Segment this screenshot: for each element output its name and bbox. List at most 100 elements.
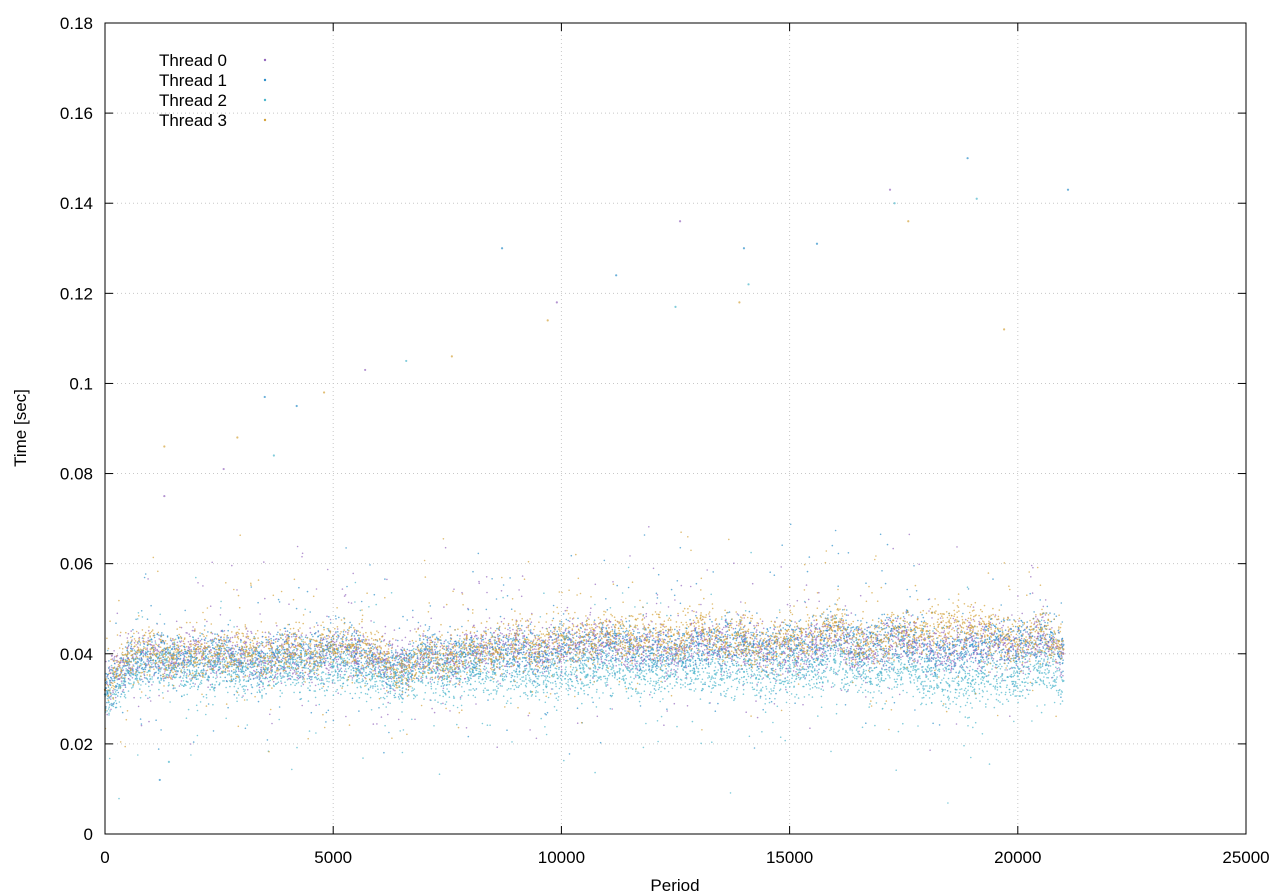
outlier-point (222, 467, 225, 471)
data-point (252, 659, 254, 661)
data-point (120, 661, 122, 663)
data-point (142, 680, 144, 683)
data-point (499, 682, 501, 685)
data-point (610, 656, 613, 658)
data-point (242, 657, 244, 659)
data-point (373, 647, 376, 649)
data-point (261, 635, 264, 638)
data-point (236, 625, 238, 628)
data-point (271, 668, 273, 671)
data-point (545, 670, 548, 672)
data-point (189, 646, 191, 649)
data-point (253, 636, 255, 638)
data-point (157, 748, 160, 750)
data-point (271, 642, 274, 644)
data-point (952, 627, 954, 629)
data-point (338, 616, 340, 619)
data-point (122, 669, 125, 671)
data-point (906, 626, 909, 628)
data-point (564, 609, 567, 612)
data-point (330, 638, 333, 641)
data-point (315, 704, 317, 707)
data-point (121, 667, 124, 669)
data-point (408, 678, 411, 681)
data-point (429, 678, 432, 680)
data-point (556, 662, 559, 664)
data-point (177, 636, 180, 638)
data-point (471, 652, 474, 655)
data-point (223, 642, 226, 645)
data-point (695, 644, 698, 647)
data-point (125, 672, 127, 675)
data-point (354, 637, 356, 640)
data-point (1054, 646, 1057, 648)
data-point (842, 631, 845, 634)
data-point (632, 650, 635, 652)
data-point (373, 593, 376, 596)
data-point (982, 661, 985, 663)
data-point (778, 637, 780, 640)
data-point (677, 614, 679, 617)
data-point (819, 660, 822, 663)
data-point (576, 722, 579, 724)
data-point (278, 649, 281, 651)
data-point (223, 638, 225, 641)
data-point (783, 652, 786, 655)
data-point (324, 664, 326, 667)
data-point (581, 652, 584, 654)
data-point (801, 656, 803, 659)
data-point (517, 624, 520, 626)
data-point (1035, 615, 1037, 618)
data-point (180, 626, 183, 629)
data-point (525, 626, 528, 629)
data-point (404, 636, 407, 639)
data-point (383, 687, 385, 690)
data-point (429, 681, 432, 683)
data-point (151, 641, 153, 643)
data-point (257, 654, 260, 656)
data-point (274, 665, 276, 667)
data-point (814, 638, 816, 641)
data-point (770, 659, 772, 661)
data-point (391, 643, 394, 645)
data-point (844, 605, 847, 607)
data-point (571, 629, 574, 632)
data-point (796, 665, 799, 667)
outlier-point (678, 220, 682, 223)
data-point (108, 697, 110, 699)
data-point (489, 646, 491, 648)
data-point (238, 649, 240, 651)
data-point (560, 639, 563, 642)
data-point (527, 641, 529, 643)
data-point (189, 743, 192, 745)
data-point (714, 639, 716, 641)
data-point (409, 640, 411, 643)
data-point (683, 648, 686, 651)
data-point (485, 626, 487, 629)
data-point (258, 660, 260, 663)
data-point (742, 654, 745, 657)
data-point (550, 623, 552, 626)
data-point (368, 639, 370, 641)
data-point (541, 626, 544, 629)
data-point (187, 647, 190, 649)
data-point (259, 613, 261, 615)
data-point (558, 644, 560, 646)
data-point (160, 729, 162, 731)
data-point (130, 645, 133, 648)
data-point (1011, 614, 1013, 616)
data-point (667, 633, 669, 635)
data-point (1018, 620, 1020, 622)
data-point (1036, 649, 1038, 651)
data-point (394, 689, 396, 692)
data-point (820, 643, 823, 645)
data-point (359, 634, 362, 637)
data-point (256, 675, 258, 678)
data-point (182, 653, 184, 656)
data-point (743, 660, 746, 663)
data-point (867, 661, 869, 663)
data-point (250, 666, 253, 669)
data-point (774, 668, 777, 671)
data-point (634, 663, 636, 665)
data-point (642, 663, 644, 665)
